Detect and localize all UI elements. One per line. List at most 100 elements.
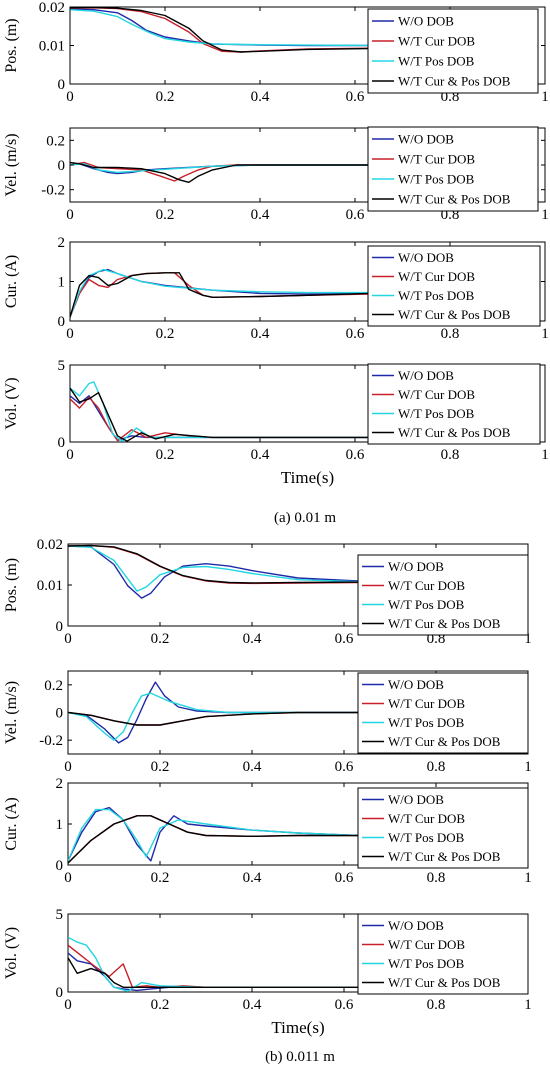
x-tick-label: 0.6 bbox=[335, 631, 354, 647]
y-axis-label: Vol. (V) bbox=[3, 377, 20, 429]
series-line-3 bbox=[70, 9, 370, 47]
legend: W/O DOB W/T Cur DOB W/T Pos DOB W/T Cur & P… bbox=[357, 913, 529, 995]
x-tick-label: 0.4 bbox=[251, 447, 270, 463]
y-tick-label: 0.01 bbox=[37, 578, 63, 594]
legend-label: W/T Cur DOB bbox=[388, 811, 465, 826]
y-axis-label: Cur. (A) bbox=[3, 255, 20, 308]
series-line-4 bbox=[70, 161, 370, 184]
legend-box bbox=[357, 672, 529, 754]
x-tick-label: 1 bbox=[541, 326, 549, 342]
series-line-1 bbox=[68, 545, 358, 599]
legend-label: W/T Cur & Pos DOB bbox=[388, 616, 501, 631]
legend-label: W/T Pos DOB bbox=[398, 54, 475, 69]
x-tick-label: 0 bbox=[64, 870, 72, 886]
legend-label: W/O DOB bbox=[388, 792, 444, 807]
legend-box bbox=[357, 913, 529, 995]
chart-b-3: 0 0.2 0.4 0.6 0.8 1 0 1 2 Cur. (A) W/O DOB W/T Cur … bbox=[3, 776, 532, 886]
legend: W/O DOB W/T Cur DOB W/T Pos DOB W/T Cur & P… bbox=[357, 787, 529, 869]
x-tick-label: 0.2 bbox=[151, 759, 170, 775]
series-group bbox=[70, 381, 370, 442]
legend-label: W/T Pos DOB bbox=[388, 956, 465, 971]
legend: W/O DOB W/T Cur DOB W/T Pos DOB W/T Cur & P… bbox=[367, 363, 541, 445]
x-tick-label: 0.6 bbox=[335, 997, 354, 1013]
y-axis-label: Pos. (m) bbox=[3, 558, 20, 612]
y-tick-label: 0 bbox=[58, 77, 66, 93]
x-tick-label: 0.2 bbox=[156, 89, 175, 105]
x-tick-label: 0 bbox=[66, 207, 74, 223]
legend-label: W/O DOB bbox=[398, 368, 454, 383]
y-axis-label: Cur. (A) bbox=[3, 797, 20, 850]
x-axis-label: Time(s) bbox=[271, 1018, 324, 1037]
x-tick-label: 1 bbox=[524, 997, 532, 1013]
x-tick-label: 0.6 bbox=[346, 447, 365, 463]
series-group bbox=[68, 544, 358, 599]
x-tick-label: 0.4 bbox=[251, 207, 270, 223]
legend: W/O DOB W/T Cur DOB W/T Pos DOB W/T Cur & P… bbox=[367, 126, 539, 212]
legend-label: W/O DOB bbox=[398, 132, 454, 147]
y-tick-label: 2 bbox=[56, 776, 64, 792]
legend-label: W/O DOB bbox=[388, 677, 444, 692]
y-tick-label: 0 bbox=[56, 706, 64, 722]
legend-label: W/T Cur & Pos DOB bbox=[398, 192, 511, 207]
y-tick-label: 2 bbox=[58, 235, 66, 251]
y-tick-label: 0 bbox=[58, 435, 66, 451]
x-tick-label: 0.6 bbox=[335, 870, 354, 886]
legend-label: W/T Cur & Pos DOB bbox=[388, 975, 501, 990]
y-tick-label: 0 bbox=[56, 619, 64, 635]
series-group bbox=[68, 936, 358, 992]
legend-label: W/T Pos DOB bbox=[388, 830, 465, 845]
y-tick-label: 0.2 bbox=[44, 678, 63, 694]
legend-label: W/O DOB bbox=[388, 918, 444, 933]
y-axis-label: Vel. (m/s) bbox=[3, 681, 20, 744]
y-axis-label: Vol. (V) bbox=[3, 927, 20, 979]
series-line-3 bbox=[68, 808, 358, 862]
y-tick-label: 5 bbox=[58, 358, 66, 374]
chart-a-3: 0 0.2 0.4 0.6 0.8 1 0 1 2 Cur. (A) W/O DOB W/T Cur … bbox=[3, 235, 549, 342]
x-tick-label: 0.8 bbox=[427, 870, 446, 886]
legend-label: W/T Cur & Pos DOB bbox=[398, 307, 511, 322]
x-tick-label: 0.2 bbox=[156, 207, 175, 223]
legend-label: W/T Cur DOB bbox=[388, 696, 465, 711]
legend-label: W/T Cur DOB bbox=[388, 578, 465, 593]
x-tick-label: 0 bbox=[66, 326, 74, 342]
x-tick-label: 1 bbox=[541, 89, 549, 105]
series-group bbox=[70, 161, 370, 184]
y-tick-label: 0 bbox=[56, 985, 64, 1001]
legend-label: W/T Cur DOB bbox=[398, 152, 475, 167]
y-tick-label: -0.2 bbox=[41, 183, 65, 199]
x-tick-label: 1 bbox=[524, 631, 532, 647]
y-tick-label: 0.2 bbox=[46, 133, 65, 149]
series-line-3 bbox=[70, 268, 370, 318]
x-tick-label: 0.8 bbox=[427, 997, 446, 1013]
x-tick-label: 0.2 bbox=[151, 631, 170, 647]
x-tick-label: 1 bbox=[524, 759, 532, 775]
series-line-4 bbox=[68, 711, 358, 726]
legend-box bbox=[367, 245, 541, 327]
x-tick-label: 0.2 bbox=[151, 870, 170, 886]
legend-label: W/O DOB bbox=[398, 250, 454, 265]
series-line-4 bbox=[68, 544, 358, 584]
legend: W/O DOB W/T Cur DOB W/T Pos DOB W/T Cur & P… bbox=[367, 245, 541, 327]
x-tick-label: 0.4 bbox=[251, 89, 270, 105]
x-tick-label: 0.6 bbox=[346, 89, 365, 105]
legend-box bbox=[367, 363, 541, 445]
caption-a: (a) 0.01 m bbox=[274, 510, 336, 526]
x-tick-label: 0.6 bbox=[346, 207, 365, 223]
x-tick-label: 0 bbox=[64, 759, 72, 775]
legend-label: W/T Pos DOB bbox=[398, 288, 475, 303]
series-line-4 bbox=[68, 815, 358, 864]
legend-label: W/O DOB bbox=[388, 559, 444, 574]
legend-label: W/T Pos DOB bbox=[398, 406, 475, 421]
x-axis-label: Time(s) bbox=[281, 468, 334, 487]
series-group bbox=[70, 268, 370, 318]
x-tick-label: 0 bbox=[66, 89, 74, 105]
series-line-3 bbox=[68, 545, 358, 592]
x-tick-label: 0.2 bbox=[156, 326, 175, 342]
legend-label: W/T Cur DOB bbox=[388, 937, 465, 952]
x-tick-label: 1 bbox=[524, 870, 532, 886]
legend-label: W/T Pos DOB bbox=[388, 715, 465, 730]
